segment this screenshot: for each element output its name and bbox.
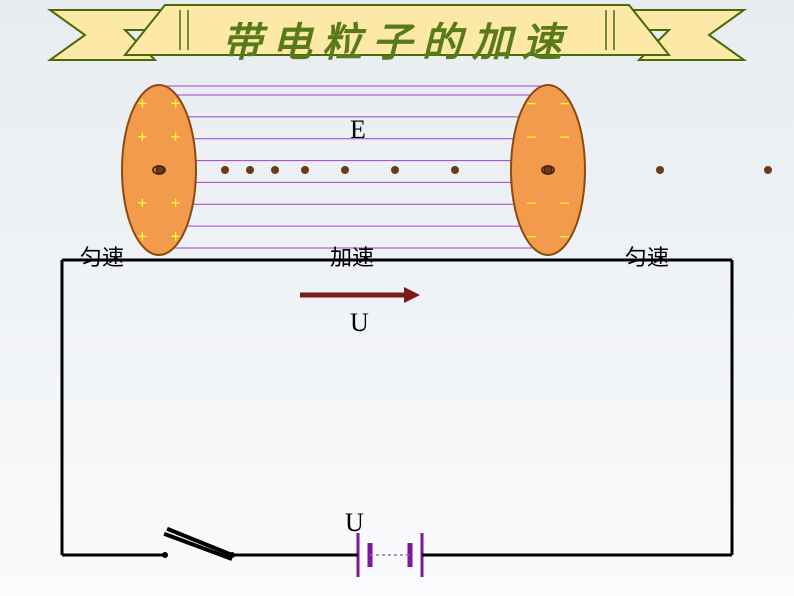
particle-dot xyxy=(156,166,164,174)
charge-symbol: − xyxy=(560,193,570,213)
charge-symbol: + xyxy=(137,127,147,147)
charge-symbol: − xyxy=(526,193,536,213)
charge-symbol: − xyxy=(560,226,570,246)
page-title: 带电粒子的加速 xyxy=(0,10,794,68)
label-voltage-battery: U xyxy=(345,508,364,538)
particle-dot xyxy=(221,166,229,174)
switch-arm xyxy=(167,529,232,555)
switch-terminal xyxy=(162,552,168,558)
particle-dot xyxy=(451,166,459,174)
charge-symbol: + xyxy=(171,226,181,246)
charge-symbol: − xyxy=(526,94,536,114)
charge-symbol: + xyxy=(137,193,147,213)
particle-dot xyxy=(544,166,552,174)
charge-symbol: − xyxy=(526,127,536,147)
charge-symbol: − xyxy=(560,94,570,114)
diagram-canvas: + + + + + + + + − − − − − − − − xyxy=(0,0,794,596)
particle-dot xyxy=(246,166,254,174)
charge-symbol: + xyxy=(171,193,181,213)
particle-dot xyxy=(271,166,279,174)
charge-symbol: − xyxy=(560,127,570,147)
label-right-region: 匀速 xyxy=(625,240,669,272)
charge-symbol: + xyxy=(137,94,147,114)
particle-dot xyxy=(301,166,309,174)
label-mid-region: 加速 xyxy=(330,240,374,272)
particle-dot xyxy=(391,166,399,174)
particle-dot xyxy=(341,166,349,174)
label-voltage-arrow: U xyxy=(350,308,369,338)
label-left-region: 匀速 xyxy=(80,240,124,272)
particle-dot xyxy=(764,166,772,174)
charge-symbol: + xyxy=(137,226,147,246)
switch-arm xyxy=(164,534,232,559)
charge-symbol: − xyxy=(526,226,536,246)
charge-symbol: + xyxy=(171,94,181,114)
title-text: 带电粒子的加速 xyxy=(222,20,572,65)
voltage-arrow-head xyxy=(404,287,420,303)
label-field: E xyxy=(350,115,366,145)
charge-symbol: + xyxy=(171,127,181,147)
particle-dot xyxy=(656,166,664,174)
